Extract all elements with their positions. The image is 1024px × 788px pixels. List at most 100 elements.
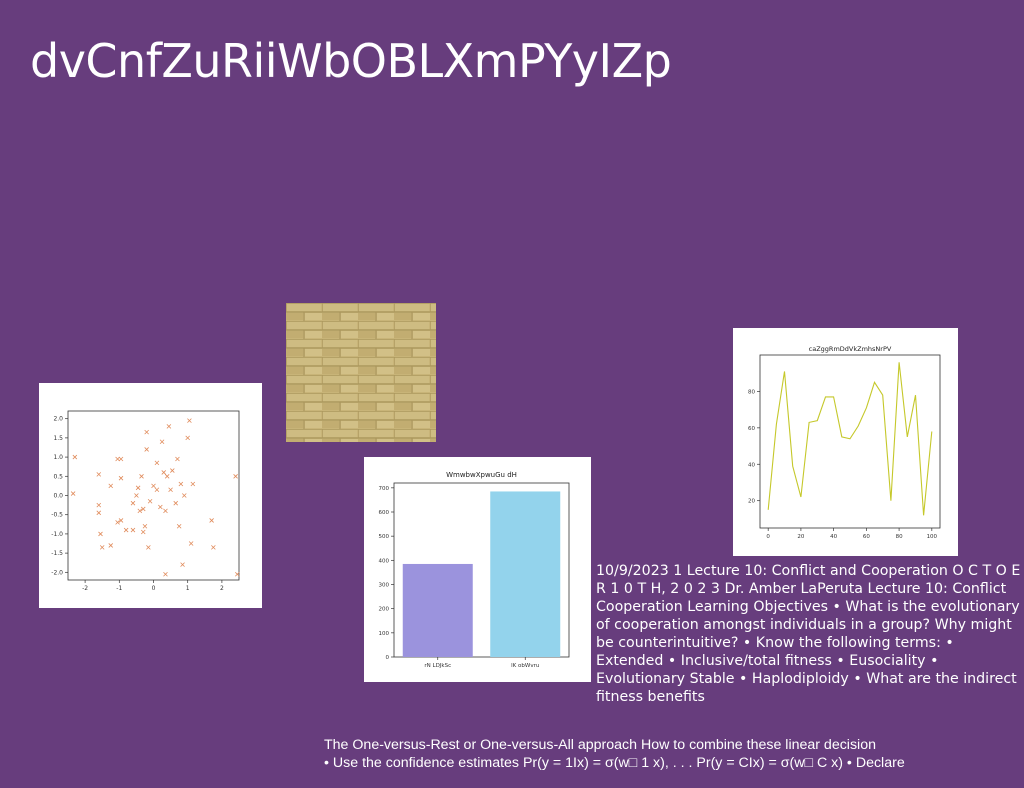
scatter-point [115,456,120,462]
y-tick-label: 500 [379,534,390,540]
scatter-point [176,523,182,529]
scatter-point [134,493,139,498]
line-chart-panel: caZggRmDdVkZmhsNrPV 0 20 40 60 80 100 20 40 60 80 [733,328,958,556]
bar [402,563,473,657]
y-tick-label: -1.5 [51,550,63,557]
bar-chart: WmwbwXpwuGu dH 0 100 200 300 400 500 600 700 rN L… [379,471,570,669]
scatter-point [178,481,184,487]
scatter-point [72,454,78,460]
scatter-point [159,439,165,445]
scatter-point [164,474,170,479]
scatter-point-stroke [72,454,78,460]
scatter-point-stroke [118,518,124,523]
scatter-point-stroke [154,487,160,493]
y-tick-label: 300 [379,583,390,589]
scatter-point [135,485,141,491]
y-tick-label: 40 [748,462,755,468]
y-tick-label: -2.0 [51,569,63,576]
scatter-point [108,543,114,548]
scatter-point-stroke [115,520,120,525]
scatter-point [96,472,102,477]
scatter-point [118,475,124,481]
scatter-point-stroke [170,468,175,473]
scatter-point-stroke [115,456,120,462]
scatter-point [235,571,240,577]
scatter-point-stroke [137,508,143,514]
x-tick-label: 100 [927,534,938,540]
scatter-point [140,506,146,512]
x-tick-label: 2 [220,585,224,592]
scatter-point-stroke [180,562,185,567]
scatter-point-stroke [175,456,180,462]
scatter-point [144,429,149,435]
y-tick-label: -1.0 [51,531,63,538]
scatter-point-stroke [118,456,124,462]
caption-block: The One-versus-Rest or One-versus-All ap… [324,736,1024,772]
scatter-point [166,424,172,429]
scatter-point-stroke [70,491,76,496]
y-tick-label: 400 [379,558,390,564]
caption-line-2: • Use the confidence estimates Pr(y = 1I… [324,755,905,771]
scatter-point-stroke [187,418,192,423]
scatter-point [130,500,136,506]
brick-texture [286,303,436,442]
scatter-point [154,487,160,493]
scatter-point [151,483,156,489]
scatter-point [233,474,238,479]
scatter-point-stroke [190,481,196,487]
scatter-point [146,545,151,550]
y-tick-label: 1.5 [53,435,63,442]
x-tick-label: 20 [797,534,804,540]
scatter-point-stroke [144,429,149,435]
x-tick-label: -2 [82,585,88,592]
scatter-point-stroke [134,493,139,498]
scatter-point-stroke [185,435,190,441]
scatter-point-stroke [99,545,105,550]
scatter-point [108,483,114,489]
scatter-point [142,523,148,529]
scatter-point-stroke [139,474,144,479]
scatter-point [139,474,144,479]
x-tick-label: 0 [152,585,156,592]
scatter-point [70,491,76,496]
scatter-point-stroke [188,541,194,546]
y-tick-label: 0.0 [53,493,63,500]
scatter-point-stroke [140,529,146,535]
scatter-point [96,502,102,508]
scatter-point [147,498,153,504]
scatter-point [181,493,187,498]
x-tick-label: 1 [186,585,190,592]
scatter-point-stroke [108,543,114,548]
y-tick-label: 700 [379,486,390,492]
scatter-point-stroke [130,500,136,506]
scatter-point [96,510,102,516]
scatter-point [211,545,216,550]
y-tick-label: 100 [379,631,390,637]
scatter-point-stroke [178,481,184,487]
scatter-point-stroke [98,531,103,537]
line-series [767,362,933,516]
scatter-point [99,545,105,550]
bar-chart-title: WmwbwXpwuGu dH [446,471,517,479]
scatter-point-stroke [142,523,148,529]
scatter-point [130,527,136,533]
y-tick-label: 0 [386,655,390,661]
scatter-point-stroke [211,545,216,550]
scatter-point [187,418,192,423]
scatter-point-stroke [168,487,173,493]
scatter-point-stroke [135,485,141,491]
x-tick-label: rN LDJkSc [424,663,451,669]
scatter-point [173,500,179,506]
scatter-point-stroke [96,502,102,508]
line-chart: caZggRmDdVkZmhsNrPV 0 20 40 60 80 100 20 40 60 80 [748,345,941,540]
scatter-point-stroke [209,518,214,523]
scatter-point [180,562,185,567]
x-tick-label: 60 [863,534,870,540]
scatter-point-stroke [163,571,168,577]
scatter-point-stroke [233,474,238,479]
x-tick-label: 80 [896,534,903,540]
scatter-point-stroke [163,508,168,514]
scatter-point-stroke [108,483,114,489]
slide-title: dvCnfZuRiiWbOBLXmPYyIZp [30,34,672,88]
caption-line-1: The One-versus-Rest or One-versus-All ap… [324,737,876,753]
